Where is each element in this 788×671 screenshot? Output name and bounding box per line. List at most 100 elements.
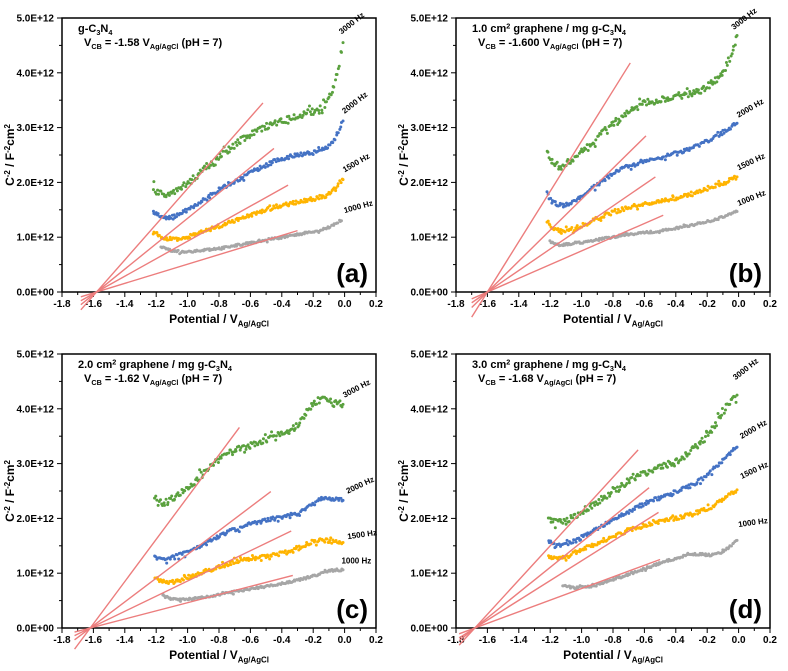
y-axis: 0.0E+00 1.0E+12 2.0E+12 3.0E+12 4.0E+12 5.0E+… <box>16 350 62 635</box>
y-tick-label: 4.0E+12 <box>16 68 54 79</box>
plot-box <box>455 353 771 629</box>
x-tick-label: -0.2 <box>699 635 717 646</box>
x-tick-label: -1.8 <box>447 299 465 310</box>
x-tick-label: -1.0 <box>179 299 197 310</box>
panel-title-line2: VCB = -1.68 VAg/AgCl (pH = 7) <box>478 373 616 387</box>
panel-title-line2: VCB = -1.58 VAg/AgCl (pH = 7) <box>84 37 222 51</box>
y-tick-label: 2.0E+12 <box>410 514 448 525</box>
y-tick-label: 1.0E+12 <box>16 233 54 244</box>
panel-letter: (b) <box>729 258 762 288</box>
x-tick-label: -1.2 <box>542 299 560 310</box>
series-2000-hz <box>547 445 739 550</box>
y-tick-label: 5.0E+12 <box>410 14 448 25</box>
y-tick-label: 3.0E+12 <box>410 123 448 134</box>
y-axis: 0.0E+00 1.0E+12 2.0E+12 3.0E+12 4.0E+12 5.0E+… <box>410 14 456 299</box>
x-tick-label: -0.6 <box>636 635 654 646</box>
y-tick-label: 4.0E+12 <box>410 404 448 415</box>
panel-a-chart: -1.8 -1.6 -1.4 -1.2 -1.0 -0.8 -0.6 -0.4 -0.2 0.0 0… <box>0 0 394 335</box>
x-tick-label: -1.6 <box>85 299 103 310</box>
x-tick-label: -1.8 <box>53 635 71 646</box>
y-axis-title: C-2 / F-2cm2 <box>3 459 17 521</box>
x-tick-label: -1.6 <box>479 299 497 310</box>
x-tick-label: -0.6 <box>636 299 654 310</box>
y-tick-label: 4.0E+12 <box>410 68 448 79</box>
y-tick-label: 1.0E+12 <box>410 233 448 244</box>
x-tick-label: -0.2 <box>699 299 717 310</box>
panel-c-chart: -1.8 -1.6 -1.4 -1.2 -1.0 -0.8 -0.6 -0.4 -0.2 0.0 0… <box>0 336 394 671</box>
series-1500-hz <box>151 177 345 242</box>
y-tick-label: 2.0E+12 <box>16 514 54 525</box>
x-tick-label: 0.0 <box>338 635 352 646</box>
x-tick-label: -1.2 <box>542 635 560 646</box>
panel-d-chart: -1.8 -1.6 -1.4 -1.2 -1.0 -0.8 -0.6 -0.4 -0.2 0.0 0… <box>394 336 788 671</box>
y-axis-title: C-2 / F-2cm2 <box>3 123 17 185</box>
panel-letter: (a) <box>336 258 368 288</box>
mott-schottky-fit-lines <box>73 427 293 650</box>
plot-box <box>61 353 377 629</box>
x-tick-label: 0.0 <box>338 299 352 310</box>
plot-box <box>455 17 771 293</box>
x-tick-label: -1.4 <box>510 299 528 310</box>
x-tick-label: -0.2 <box>305 635 323 646</box>
panel-title-line2: VCB = -1.600 VAg/AgCl (pH = 7) <box>478 37 623 51</box>
x-tick-label: 0.2 <box>369 299 383 310</box>
mott-schottky-fit-lines <box>471 62 664 318</box>
y-axis: 0.0E+00 1.0E+12 2.0E+12 3.0E+12 4.0E+12 5.0E+… <box>16 14 62 299</box>
y-tick-label: 4.0E+12 <box>16 404 54 415</box>
x-tick-label: -0.2 <box>305 299 323 310</box>
y-tick-label: 5.0E+12 <box>410 350 448 361</box>
x-axis: -1.8 -1.6 -1.4 -1.2 -1.0 -0.8 -0.6 -0.4 -0.2 0.0 0… <box>447 628 777 646</box>
y-tick-label: 2.0E+12 <box>16 178 54 189</box>
series-1500-hz <box>545 174 739 235</box>
x-axis-title: Potential / VAg/AgCl <box>563 648 663 664</box>
series-3000-hz <box>545 34 739 171</box>
x-tick-label: 0.2 <box>763 635 777 646</box>
x-axis-title: Potential / VAg/AgCl <box>169 312 269 328</box>
x-tick-label: -0.8 <box>210 635 228 646</box>
panel-title-line1: 3.0 cm2 graphene / mg g-C3N4 <box>472 357 626 373</box>
mott-schottky-fit-lines <box>458 449 661 646</box>
x-tick-label: -1.4 <box>510 635 528 646</box>
x-tick-label: -0.8 <box>604 299 622 310</box>
y-tick-label: 1.0E+12 <box>410 569 448 580</box>
x-tick-label: -1.8 <box>53 299 71 310</box>
x-tick-label: 0.2 <box>763 299 777 310</box>
panel-title-line1: 1.0 cm2 graphene / mg g-C3N4 <box>472 21 626 37</box>
y-tick-label: 2.0E+12 <box>410 178 448 189</box>
panel-letter: (d) <box>729 594 762 624</box>
x-tick-label: -1.2 <box>148 635 166 646</box>
series-3000-hz <box>151 41 345 199</box>
x-tick-label: -0.8 <box>210 299 228 310</box>
y-axis-title: C-2 / F-2cm2 <box>397 459 411 521</box>
y-tick-label: 3.0E+12 <box>410 459 448 470</box>
panel-title-line2: VCB = -1.62 VAg/AgCl (pH = 7) <box>84 373 222 387</box>
x-tick-label: -1.2 <box>148 299 166 310</box>
y-tick-label: 0.0E+00 <box>410 288 448 299</box>
x-axis-title: Potential / VAg/AgCl <box>169 648 269 664</box>
x-tick-label: -1.0 <box>573 635 591 646</box>
panel-letter: (c) <box>336 594 368 624</box>
x-tick-label: -1.4 <box>116 635 134 646</box>
y-tick-label: 3.0E+12 <box>16 123 54 134</box>
x-tick-label: -0.6 <box>242 635 260 646</box>
y-tick-label: 5.0E+12 <box>16 350 54 361</box>
x-tick-label: -0.4 <box>667 299 685 310</box>
series-label-1000-hz: 1000 Hz <box>738 516 769 529</box>
mott-schottky-fit-lines <box>80 102 298 311</box>
x-tick-label: -1.4 <box>116 299 134 310</box>
x-tick-label: -1.6 <box>85 635 103 646</box>
series-label-1500-hz: 1500 Hz <box>347 528 378 541</box>
y-axis: 0.0E+00 1.0E+12 2.0E+12 3.0E+12 4.0E+12 5.0E+… <box>410 350 456 635</box>
x-tick-label: -0.4 <box>667 635 685 646</box>
series-3000-hz <box>546 393 739 530</box>
x-tick-label: -1.0 <box>573 299 591 310</box>
y-tick-label: 5.0E+12 <box>16 14 54 25</box>
panel-title-line1: 2.0 cm2 graphene / mg g-C3N4 <box>78 357 232 373</box>
y-axis-title: C-2 / F-2cm2 <box>397 123 411 185</box>
x-axis: -1.8 -1.6 -1.4 -1.2 -1.0 -0.8 -0.6 -0.4 -0.2 0.0 0… <box>53 292 383 310</box>
x-tick-label: 0.0 <box>732 635 746 646</box>
x-tick-label: -1.0 <box>179 635 197 646</box>
y-tick-label: 0.0E+00 <box>16 624 54 635</box>
y-tick-label: 3.0E+12 <box>16 459 54 470</box>
